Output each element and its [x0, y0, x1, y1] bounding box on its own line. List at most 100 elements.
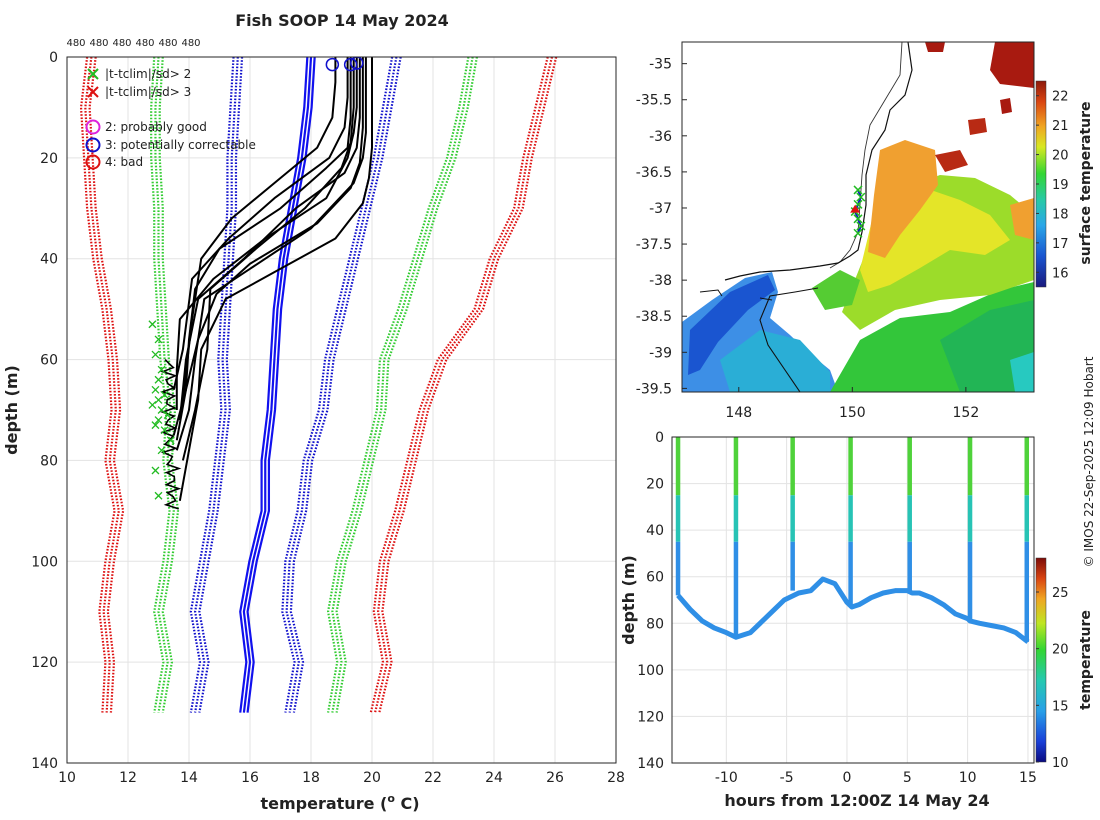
ship-track-marker — [853, 185, 863, 195]
sst-colorbar-ticks: 16 17 18 19 20 21 22 — [1036, 90, 1069, 281]
map-ticks: 148 150 152 -35 -35.5 -36 -36.5 -37 -37.5 -38 -38.… — [636, 57, 979, 421]
map-y-tick-label: -36 — [649, 129, 672, 145]
map-y-tick-label: -38 — [649, 273, 672, 289]
climatology-mean-1sd — [193, 57, 239, 713]
flag-x-marker — [157, 446, 166, 455]
legend: |t-tclim|/sd> 2 |t-tclim|/sd> 3 2: proba… — [85, 67, 256, 170]
flag-x-marker — [151, 350, 160, 359]
coastline-islands — [699, 289, 773, 301]
top-label: 480 — [112, 38, 131, 49]
x-tick-label: -10 — [715, 770, 738, 786]
climatology-mean-2sd — [158, 57, 180, 713]
profile-line — [172, 57, 349, 391]
sst-colorbar-tick-label: 17 — [1052, 237, 1069, 252]
sst-patch-south-east-green — [940, 300, 1034, 392]
x-tick-label: 24 — [485, 770, 503, 786]
sst-patch-red-small — [925, 42, 945, 52]
sst-colorbar-tick-label: 20 — [1052, 149, 1069, 164]
climatology-mean-1sd — [198, 57, 244, 713]
sst-patch-deep-blue — [688, 275, 775, 375]
y-tick-label: 20 — [646, 477, 664, 493]
sst-colorbar-tick-label: 18 — [1052, 207, 1069, 222]
flag-x-marker — [163, 411, 172, 420]
legend-x-marker-green — [87, 68, 99, 80]
profile-line — [175, 57, 367, 451]
y-tick-label: 120 — [31, 655, 58, 671]
sst-patch-cyan-se — [1010, 352, 1034, 392]
flag-x-marker — [154, 335, 163, 344]
x-tick-label: 5 — [903, 770, 912, 786]
flag-x-marker — [154, 375, 163, 384]
map-axes-frame — [681, 41, 1035, 393]
top-label: 480 — [135, 38, 154, 49]
legend-circle-red — [85, 154, 101, 170]
climatology-mean+1sd — [289, 57, 402, 713]
flag-x-marker — [157, 406, 166, 414]
climatology-mean+3sd — [369, 57, 549, 713]
depth-time-axes-frame — [671, 436, 1035, 764]
y-tick-label: 40 — [40, 252, 58, 268]
temperature-colorbar-tick-label: 25 — [1052, 586, 1069, 601]
coastline-south — [759, 287, 819, 392]
depth-time-x-label: hours from 12:00Z 14 May 24 — [724, 791, 989, 810]
legend-circle-blue — [85, 137, 101, 153]
coastline-mainland — [724, 42, 913, 281]
sst-patch-red-dot — [1000, 98, 1012, 114]
climatology-mean-1sd — [189, 57, 235, 713]
flag-x-marker — [160, 426, 169, 435]
x-tick-label: 10 — [58, 770, 76, 786]
flag-x-marker — [160, 390, 169, 399]
flag-markers — [148, 320, 175, 500]
credit-text: © IMOS 22-Sep-2025 12:09 Hobart — [1082, 356, 1096, 567]
climatology-mean+2sd — [335, 57, 479, 713]
sst-colorbar-tick-label: 19 — [1052, 178, 1069, 193]
y-tick-label: 80 — [646, 616, 664, 632]
sst-colorbar-tick-label: 16 — [1052, 266, 1069, 281]
temperature-colorbar-tick-label: 20 — [1052, 643, 1069, 658]
ship-track-current-marker — [850, 204, 861, 213]
x-tick-label: 28 — [607, 770, 625, 786]
flag-x-marker — [148, 320, 157, 329]
map-y-tick-label: -39 — [649, 345, 672, 361]
legend-label-sd3: |t-tclim|/sd> 3 — [105, 85, 191, 99]
y-tick-label: 0 — [49, 50, 58, 66]
coastline-shelf — [829, 42, 903, 269]
legend-circle-magenta — [85, 119, 101, 135]
x-tick-label: 22 — [424, 770, 442, 786]
climatology-mean+2sd — [326, 57, 470, 713]
flag-x-marker — [154, 416, 163, 425]
x-tick-label: 14 — [180, 770, 198, 786]
bottom-track-line — [676, 576, 1030, 644]
sst-patch-orange — [868, 140, 938, 258]
temperature-colorbar-label: temperature — [1078, 610, 1094, 710]
y-tick-label: 100 — [31, 554, 58, 570]
climatology-mean-3sd — [88, 57, 125, 713]
climatology-mean-3sd — [79, 57, 116, 713]
profile-y-label: depth (m) — [2, 365, 21, 455]
flag-circle — [343, 57, 358, 72]
map-x-tick-label: 152 — [953, 405, 980, 421]
climatology-mean — [246, 57, 316, 713]
legend-label-sd2: |t-tclim|/sd> 2 — [105, 67, 191, 81]
profile-line — [175, 57, 364, 441]
map-coastline — [699, 42, 913, 392]
sst-map: 148 150 152 -35 -35.5 -36 -36.5 -37 -37.5 -38 -38.… — [636, 41, 1094, 421]
x-tick-label: 20 — [363, 770, 381, 786]
legend-x-marker-red — [87, 86, 99, 98]
degree-superscript: o — [387, 792, 395, 805]
flag-x-marker — [166, 436, 175, 445]
flag-x-marker — [151, 385, 160, 394]
x-tick-label: -5 — [780, 770, 794, 786]
map-y-tick-label: -35 — [649, 57, 672, 73]
sst-field — [682, 42, 1034, 392]
profile-chart: Fish SOOP 14 May 2024 480 480 480 480 480 480… — [2, 11, 625, 813]
y-tick-label: 140 — [31, 756, 58, 772]
ship-track-marker — [853, 214, 863, 224]
map-y-tick-label: -36.5 — [636, 165, 672, 181]
temperature-colorbar-tick-label: 15 — [1052, 699, 1069, 714]
flag-x-marker — [154, 491, 163, 500]
flag-x-marker — [151, 466, 160, 475]
sst-patch-green-coast — [812, 270, 860, 310]
climatology-mean+2sd — [331, 57, 474, 713]
y-tick-label: 120 — [637, 709, 664, 725]
